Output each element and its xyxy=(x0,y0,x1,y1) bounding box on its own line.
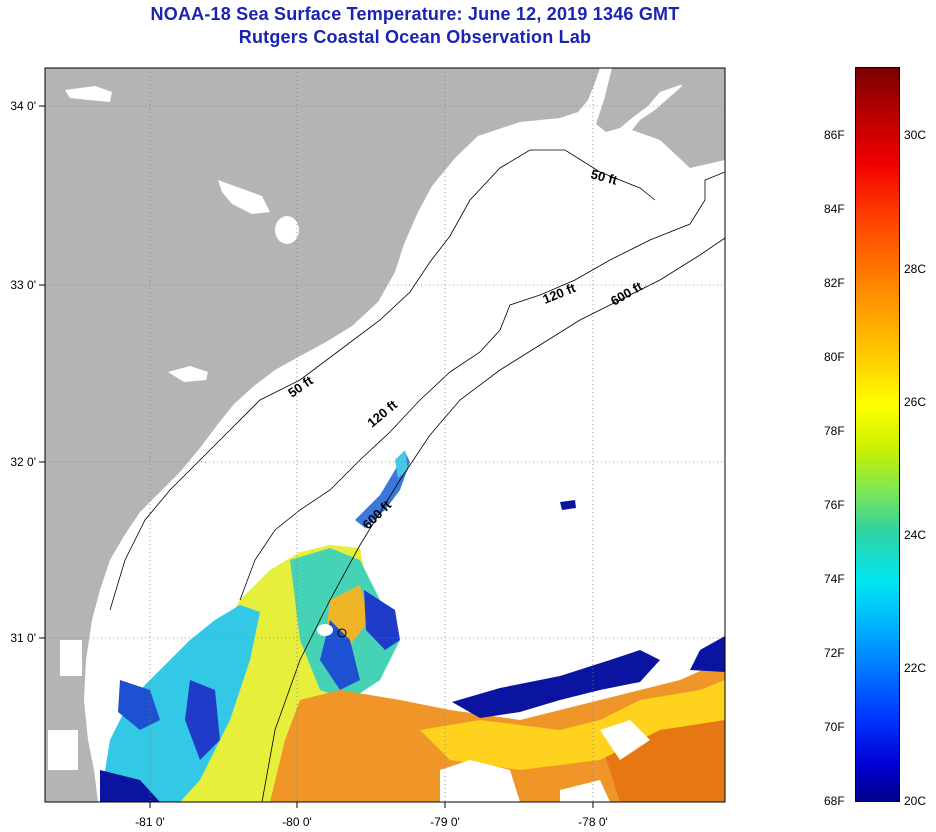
lat-label: 31 0' xyxy=(10,631,36,645)
grid-lines xyxy=(45,68,725,802)
colorbar-f-label: 82F xyxy=(824,276,845,290)
colorbar-f-label: 74F xyxy=(824,572,845,586)
station-marker xyxy=(337,628,347,638)
colorbar-c-label: 22C xyxy=(904,661,927,675)
colorbar-f-label: 70F xyxy=(824,720,845,734)
sst-cyan-region xyxy=(100,605,260,802)
colorbar-f-label: 80F xyxy=(824,350,845,364)
map-frame xyxy=(44,67,726,803)
lat-label: 32 0' xyxy=(10,455,36,469)
colorbar-c-label: 24C xyxy=(904,528,927,542)
colorbar-c-label: 28C xyxy=(904,262,927,276)
sst-cold-patch xyxy=(452,650,660,718)
map-title: NOAA-18 Sea Surface Temperature: June 12… xyxy=(150,4,680,24)
lon-label: -79 0' xyxy=(430,815,460,829)
temperature-colorbar xyxy=(855,67,900,802)
lon-label: -80 0' xyxy=(282,815,312,829)
lon-label: -81 0' xyxy=(135,815,165,829)
lon-label: -78 0' xyxy=(578,815,608,829)
colorbar-c-label: 30C xyxy=(904,128,927,142)
lat-label: 34 0' xyxy=(10,99,36,113)
isobath-120ft xyxy=(239,171,725,601)
colorbar-c-label: 26C xyxy=(904,395,927,409)
isobath-50ft xyxy=(109,149,656,611)
colorbar-c-label: 20C xyxy=(904,794,927,808)
colorbar-f-label: 86F xyxy=(824,128,845,142)
land-mass xyxy=(45,68,600,802)
lat-label: 33 0' xyxy=(10,278,36,292)
colorbar-f-label: 76F xyxy=(824,498,845,512)
isobath-600ft xyxy=(261,237,725,802)
colorbar-f-label: 84F xyxy=(824,202,845,216)
colorbar-f-label: 68F xyxy=(824,794,845,808)
depth-label-50ft: 50 ft xyxy=(589,166,619,188)
colorbar-f-label: 78F xyxy=(824,424,845,438)
colorbar-f-label: 72F xyxy=(824,646,845,660)
map-subtitle: Rutgers Coastal Ocean Observation Lab xyxy=(238,27,592,47)
